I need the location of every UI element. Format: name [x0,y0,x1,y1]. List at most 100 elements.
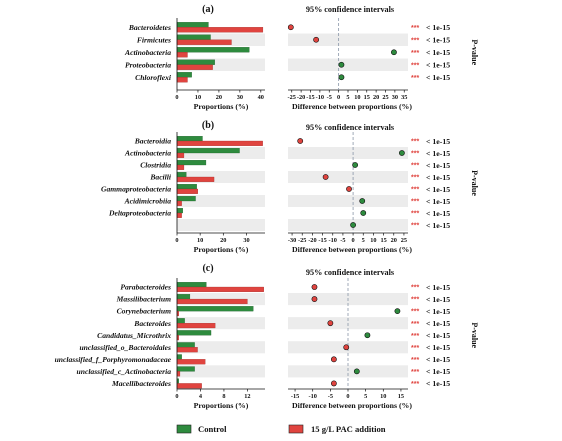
bar-treatment [176,77,188,83]
p-value: < 1e-15 [426,149,450,158]
bar-tick-label: 30 [243,237,249,244]
bar-control [176,136,203,142]
ci-point [398,150,405,156]
bar-treatment [176,347,198,353]
category-label: Gammaproteobacteria [101,185,171,194]
bar-treatment [176,383,202,389]
bar-tick-label: 20 [216,94,222,101]
category-label: Bacteroidetes [128,23,171,32]
ci-point [322,174,329,180]
ci-title: 95% confidence intervals [306,268,394,277]
ci-tick-label: 15 [380,237,386,244]
row-stripe [177,341,265,354]
category-label: Bacilli [149,173,172,182]
p-value: < 1e-15 [426,319,450,328]
bar-treatment [176,200,182,206]
panel-letter: (a) [202,4,214,15]
category-label: unclassified_f_Porphyromonadaceae [55,355,172,364]
ci-point [313,36,320,43]
significance-stars: *** [411,333,419,340]
bar-treatment [176,323,216,329]
bar-control [176,306,254,312]
category-label: Macellibacteroides [111,379,171,388]
legend-swatch-treatment [288,424,304,434]
ci-point [350,222,356,228]
ci-tick-label: -5 [328,393,333,400]
p-value: < 1e-15 [426,367,450,376]
significance-stars: *** [411,139,419,146]
ci-x-title: Difference between proportions (%) [292,401,412,410]
legend-label-control: Control [198,424,227,434]
ci-point [394,308,401,315]
ci-tick-label: 15 [398,393,404,400]
ci-tick-label: -10 [309,393,317,400]
ci-point [330,380,337,387]
ci-title: 95% confidence intervals [306,5,394,14]
bar-tick-label: 0 [175,237,178,244]
ci-point [343,344,350,351]
significance-stars: *** [411,50,419,57]
ci-point [364,332,371,339]
significance-stars: *** [411,223,419,230]
ci-tick-label: 10 [370,237,376,244]
bar-tick-label: 0 [175,94,178,101]
row-stripe [177,365,265,378]
significance-stars: *** [411,369,419,376]
category-label: Parabacteroides [120,283,171,292]
bar-treatment [176,212,182,218]
significance-stars: *** [411,62,419,69]
bar-treatment [176,286,264,292]
ci-tick-label: 5 [364,393,367,400]
bar-x-title: Proportions (%) [194,401,249,410]
row-stripe [288,195,408,207]
p-value: < 1e-15 [426,283,450,292]
p-value: < 1e-15 [426,209,450,218]
significance-stars: *** [411,321,419,328]
ci-tick-label: -15 [291,393,299,400]
p-value: < 1e-15 [426,343,450,352]
p-value: < 1e-15 [426,307,450,316]
ci-point [360,210,367,216]
bar-tick-label: 20 [220,237,226,244]
panel-letter: (b) [202,120,214,131]
significance-stars: *** [411,175,419,182]
category-label: Bacteroides [133,319,171,328]
category-label: Proteobacteria [125,60,171,69]
bar-control [176,196,196,202]
bar-treatment [176,176,215,182]
bar-tick-label: 4 [199,393,203,400]
legend: Control 15 g/L PAC addition [176,424,386,434]
p-value: < 1e-15 [426,197,450,206]
ci-tick-label: 10 [380,393,386,400]
bar-control [176,72,192,78]
bar-treatment [176,140,263,146]
ci-x-title: Difference between proportions (%) [292,102,412,111]
p-value: < 1e-15 [426,379,450,388]
significance-stars: *** [411,297,419,304]
ci-point [287,24,294,31]
bar-control [176,148,240,154]
significance-stars: *** [411,75,419,82]
p-value: < 1e-15 [426,73,450,82]
category-label: Chloroflexi [135,73,172,82]
ci-tick-label: -30 [288,237,296,244]
panel-1: (a) 95% confidence intervals Bacteroidetes… [124,4,479,111]
category-label: unclassified_c_Actinobacteria [77,367,172,376]
bar-control [176,342,195,348]
ci-tick-label: -15 [306,94,314,101]
ci-tick-label: -5 [327,94,332,101]
p-value: < 1e-15 [426,355,450,364]
bar-tick-label: 12 [244,393,250,400]
ci-point [297,138,304,144]
ci-title: 95% confidence intervals [306,123,394,132]
ci-tick-label: -25 [298,237,306,244]
category-label: Actinobacteria [124,48,171,57]
bar-control [176,172,187,178]
ci-tick-label: 15 [364,94,370,101]
bar-control [176,184,197,190]
p-value: < 1e-15 [426,36,450,45]
row-stripe [177,219,265,231]
significance-stars: *** [411,163,419,170]
significance-stars: *** [411,211,419,218]
